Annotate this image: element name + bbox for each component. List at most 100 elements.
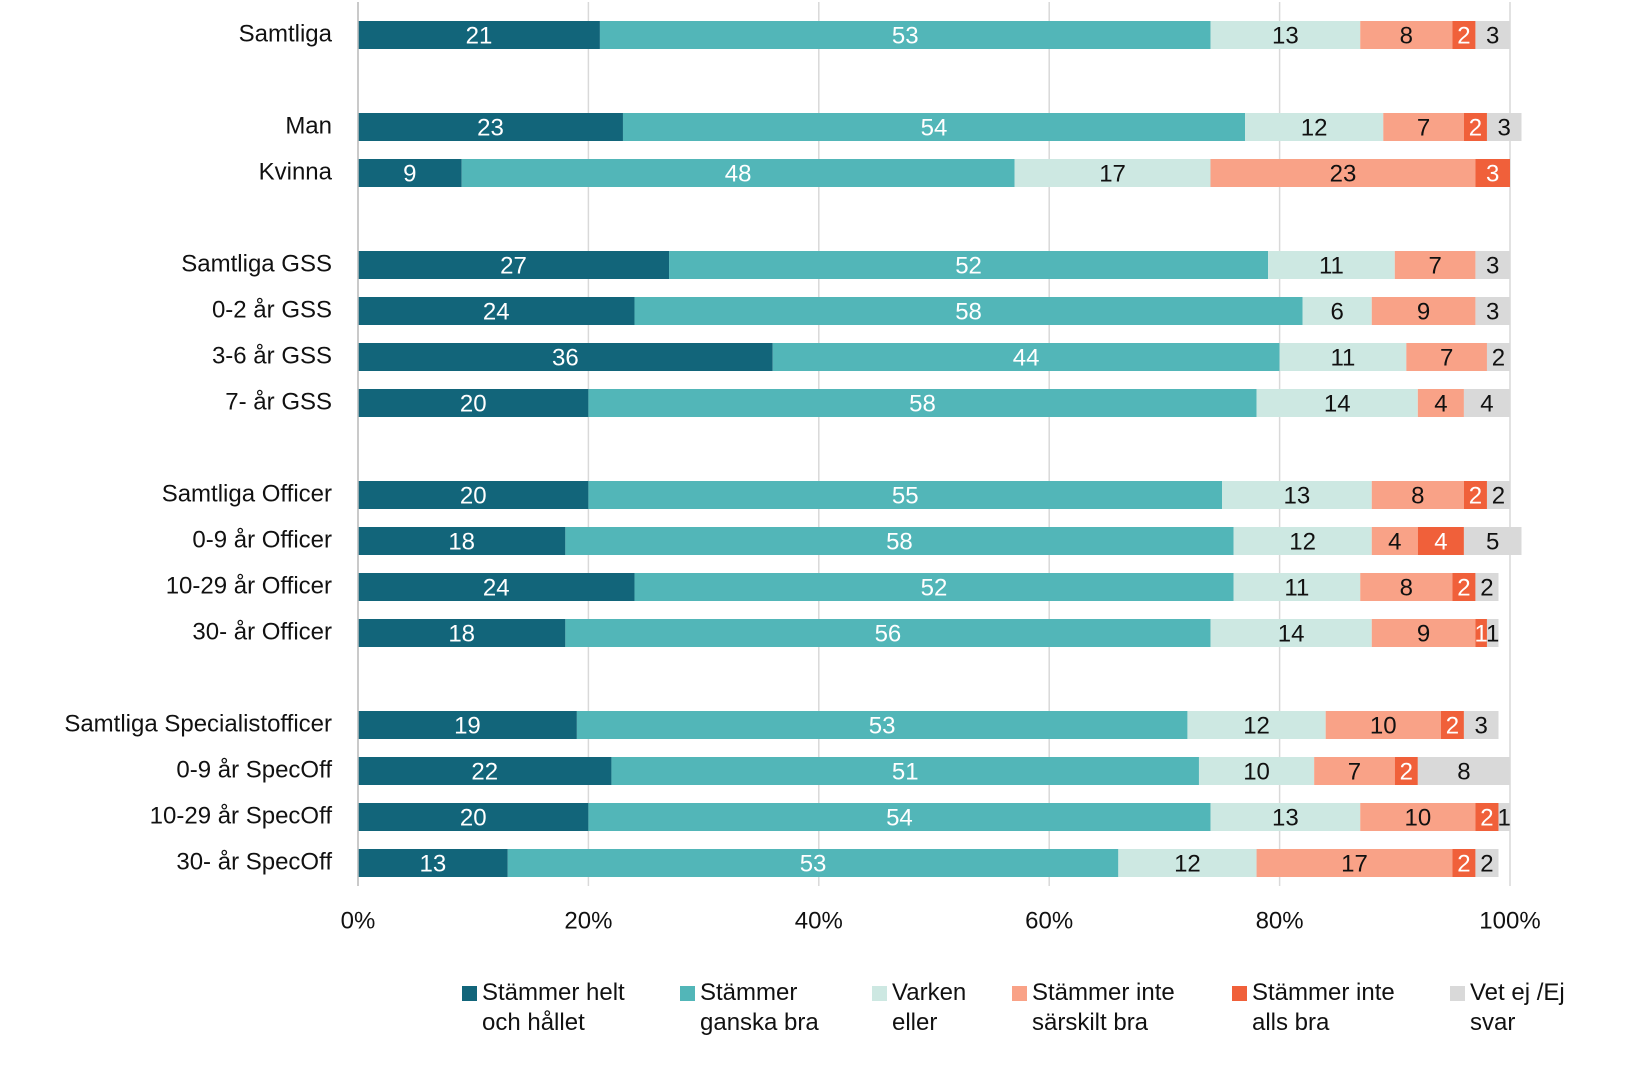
data-label: 58 [955, 298, 982, 325]
bar-segment [358, 251, 670, 279]
bar-segment [1463, 481, 1487, 509]
y-tick-label: Man [285, 112, 332, 139]
data-label: 1 [1486, 620, 1499, 647]
data-label: 20 [460, 804, 487, 831]
data-label: 7 [1428, 252, 1441, 279]
data-label: 44 [1013, 344, 1040, 371]
data-label: 2 [1480, 850, 1493, 877]
data-label: 9 [1417, 620, 1430, 647]
bar-segment [1302, 297, 1372, 325]
x-tick-label: 20% [564, 907, 612, 934]
bar-segment [1360, 573, 1453, 601]
bar-segment [1210, 159, 1476, 187]
data-label: 27 [500, 252, 527, 279]
legend-item: Stämmer inte alls bra [1232, 978, 1432, 1038]
legend-swatch [1012, 986, 1027, 1001]
data-label: 9 [1417, 298, 1430, 325]
data-label: 5 [1486, 528, 1499, 555]
bar-segment [611, 757, 1199, 785]
data-label: 7 [1348, 758, 1361, 785]
legend-swatch [1450, 986, 1465, 1001]
y-tick-label: Samtliga [239, 20, 333, 47]
bar-segment [669, 251, 1269, 279]
bar-segment [1486, 113, 1522, 141]
bar-segment [565, 619, 1211, 647]
x-tick-label: 80% [1256, 907, 1304, 934]
data-label: 3 [1486, 298, 1499, 325]
y-tick-label: 0-9 år SpecOff [176, 756, 332, 783]
x-tick-label: 0% [341, 907, 376, 934]
data-label: 2 [1457, 574, 1470, 601]
data-label: 4 [1434, 390, 1447, 417]
legend-item: Varken eller [872, 978, 992, 1038]
bar-segment [358, 481, 589, 509]
bar-segment [1440, 711, 1464, 739]
bar-segment [1463, 711, 1499, 739]
data-label: 10 [1243, 758, 1270, 785]
bar-segment [1371, 619, 1476, 647]
bar-segment [461, 159, 1015, 187]
bar-segment [1014, 159, 1211, 187]
bar-segment [1452, 573, 1476, 601]
bar-segment [1417, 527, 1464, 555]
y-tick-label: 3-6 år GSS [212, 342, 332, 369]
data-label: 2 [1457, 850, 1470, 877]
legend-label: Stämmer inte alls bra [1252, 979, 1395, 1036]
data-label: 58 [886, 528, 913, 555]
bar-segment [1486, 481, 1510, 509]
data-label: 52 [921, 574, 948, 601]
data-label: 9 [403, 160, 416, 187]
data-label: 21 [466, 22, 493, 49]
y-tick-label: 10-29 år Officer [166, 572, 332, 599]
data-label: 48 [725, 160, 752, 187]
bar-segment [622, 113, 1246, 141]
bar-segment [599, 21, 1211, 49]
data-label: 12 [1174, 850, 1201, 877]
data-label: 1 [1498, 804, 1511, 831]
legend-swatch [680, 986, 695, 1001]
data-label: 7 [1440, 344, 1453, 371]
data-label: 3 [1475, 712, 1488, 739]
data-label: 51 [892, 758, 919, 785]
data-label: 24 [483, 298, 510, 325]
data-label: 20 [460, 482, 487, 509]
data-label: 36 [552, 344, 579, 371]
data-label: 2 [1457, 22, 1470, 49]
bar-segment [358, 527, 566, 555]
data-label: 55 [892, 482, 919, 509]
bar-segment [1371, 527, 1418, 555]
bar-segment [1417, 389, 1464, 417]
data-label: 11 [1319, 252, 1344, 279]
legend-item: Stämmer ganska bra [680, 978, 850, 1038]
bar-segment [1394, 251, 1476, 279]
bar-segment [358, 159, 462, 187]
data-label: 3 [1486, 160, 1499, 187]
bar-segment [1360, 803, 1476, 831]
bar-segment [1463, 113, 1487, 141]
x-tick-label: 40% [795, 907, 843, 934]
data-label: 11 [1284, 574, 1309, 601]
bar-segment [507, 849, 1119, 877]
data-label: 11 [1330, 344, 1355, 371]
bar-segment [1475, 21, 1510, 49]
bar-segment [1371, 297, 1476, 325]
bar-segment [1475, 803, 1499, 831]
data-label: 23 [477, 114, 504, 141]
data-label: 10 [1404, 804, 1431, 831]
data-label: 12 [1301, 114, 1328, 141]
data-label: 8 [1400, 22, 1413, 49]
bar-segment [1463, 389, 1510, 417]
legend-label: Varken eller [892, 979, 967, 1036]
bar-segment [1486, 619, 1499, 647]
bar-segment [1118, 849, 1257, 877]
y-tick-label: 7- år GSS [225, 388, 332, 415]
y-tick-label: Kvinna [259, 158, 333, 185]
bar-segment [1383, 113, 1464, 141]
legend-label: Stämmer ganska bra [700, 979, 819, 1036]
bar-segment [1406, 343, 1487, 371]
data-label: 17 [1099, 160, 1126, 187]
data-label: 4 [1388, 528, 1401, 555]
data-label: 18 [448, 528, 475, 555]
y-tick-label: Samtliga Specialistofficer [64, 710, 332, 737]
